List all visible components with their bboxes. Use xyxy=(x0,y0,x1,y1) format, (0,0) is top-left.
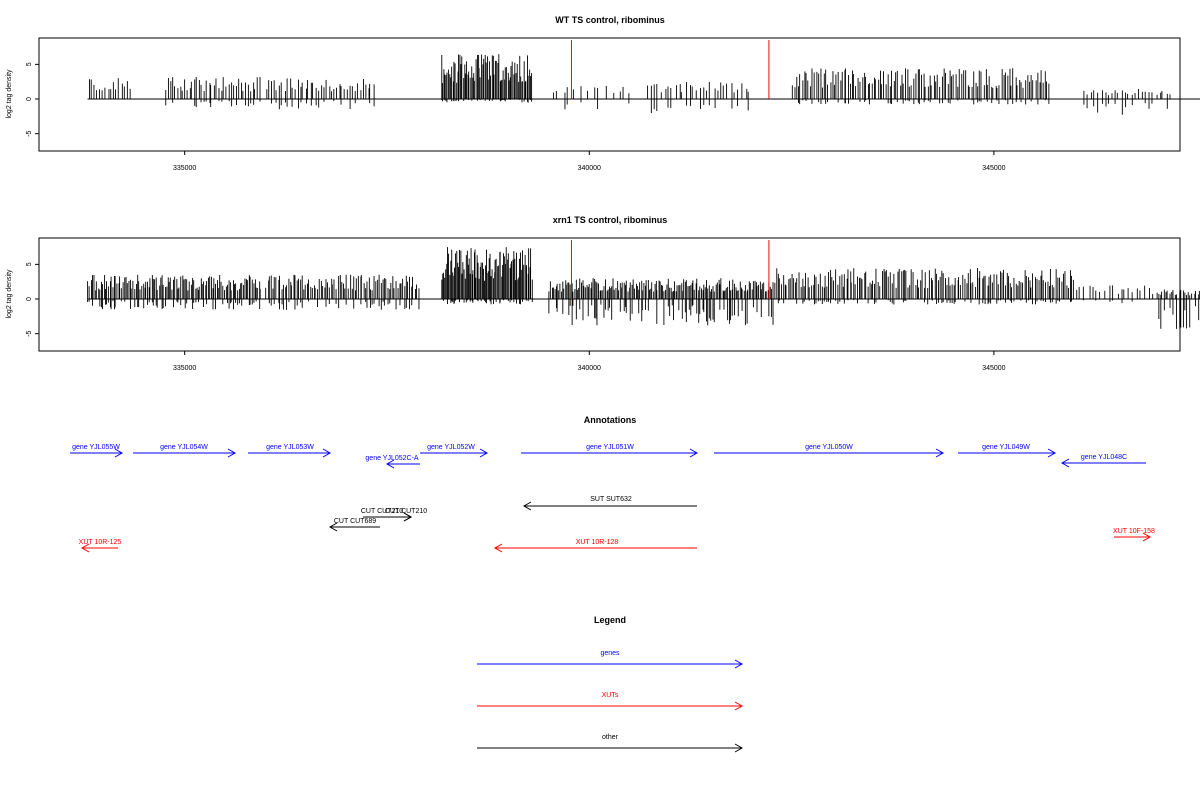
y-axis-label: log2 tag density xyxy=(6,269,13,319)
gene-annotation: gene YJL054W xyxy=(133,444,237,458)
arrow-head xyxy=(114,448,124,458)
arrow-label: XUT 10F-158 xyxy=(1113,528,1155,535)
arrow-label: gene YJL049W xyxy=(982,444,1030,451)
arrow-label: genes xyxy=(600,650,620,657)
arrow-label: other xyxy=(602,734,619,741)
arrow-label: CUT CUT689 xyxy=(334,518,376,525)
gene-annotation: gene YJL052W xyxy=(420,444,489,458)
arrow-label: SUT SUT632 xyxy=(590,496,632,503)
arrow-head xyxy=(403,512,413,522)
legend-title: Legend xyxy=(594,615,626,625)
arrow-head xyxy=(734,743,744,753)
x-tick-label: 335000 xyxy=(173,365,196,372)
arrow-head xyxy=(479,448,489,458)
arrow-label: CUT CUT210 xyxy=(385,508,427,515)
annotations-panel: Annotations gene YJL055W gene YJL054W gene… xyxy=(70,415,1155,553)
gene-annotation: gene YJL048C xyxy=(1060,454,1146,468)
arrow-label: gene YJL054W xyxy=(160,444,208,451)
gene-annotation: gene YJL055W xyxy=(70,444,124,458)
xut-annotation: XUT 10F-158 xyxy=(1113,528,1155,542)
axes: 335000 340000 345000 -5 0 5 xyxy=(26,62,1006,172)
arrow-label: gene YJL055W xyxy=(72,444,120,451)
arrow-head xyxy=(227,448,237,458)
panel-title: xrn1 TS control, ribominus xyxy=(553,215,668,225)
arrow-label: gene YJL052C-A xyxy=(365,455,419,462)
track-bars xyxy=(87,240,1200,329)
legend-item: other xyxy=(477,734,744,753)
arrow-label: XUTs xyxy=(602,692,619,699)
arrow-head xyxy=(689,448,699,458)
arrow-head xyxy=(734,701,744,711)
x-tick-label: 340000 xyxy=(578,165,601,172)
arrow-head xyxy=(935,448,945,458)
gene-annotation: gene YJL053W xyxy=(248,444,332,458)
panel-title: WT TS control, ribominus xyxy=(555,15,665,25)
other-annotation: CUT CUT210 xyxy=(385,508,427,522)
panel-xrn1: xrn1 TS control, ribominus log2 tag dens… xyxy=(6,215,1200,372)
axes: 335000 340000 345000 -5 0 5 xyxy=(26,262,1006,372)
arrow-head xyxy=(1060,458,1070,468)
arrow-head xyxy=(1047,448,1057,458)
legend-item: genes xyxy=(477,650,744,669)
plot-frame xyxy=(38,37,1181,152)
xut-annotation: XUT 10R-128 xyxy=(493,539,697,553)
arrow-label: gene YJL050W xyxy=(805,444,853,451)
arrow-head xyxy=(1142,532,1152,542)
gene-annotation: gene YJL052C-A xyxy=(365,455,420,469)
x-tick-label: 345000 xyxy=(982,165,1005,172)
arrow-head xyxy=(522,501,532,511)
gene-annotation: gene YJL051W xyxy=(521,444,699,458)
arrow-label: gene YJL052W xyxy=(427,444,475,451)
arrow-head xyxy=(328,522,338,532)
track-bars xyxy=(87,40,1200,115)
y-tick-label: 5 xyxy=(26,262,33,266)
x-tick-label: 340000 xyxy=(578,365,601,372)
arrow-label: CUT CUT210 xyxy=(361,508,403,515)
gene-annotation: gene YJL050W xyxy=(714,444,945,458)
arrow-label: gene YJL048C xyxy=(1081,454,1127,461)
legend: Legend genes XUTs other xyxy=(477,615,744,753)
other-annotation: SUT SUT632 xyxy=(522,496,697,511)
y-axis-label: log2 tag density xyxy=(6,69,13,119)
arrow-head xyxy=(322,448,332,458)
y-tick-label: 5 xyxy=(26,62,33,66)
x-tick-label: 345000 xyxy=(982,365,1005,372)
annotations-title: Annotations xyxy=(584,415,637,425)
arrow-label: XUT 10R-128 xyxy=(576,539,619,546)
arrow-label: gene YJL053W xyxy=(266,444,314,451)
arrow-head xyxy=(734,659,744,669)
y-tick-label: 0 xyxy=(26,297,33,301)
panel-wt: WT TS control, ribominus log2 tag densit… xyxy=(6,15,1200,172)
y-tick-label: 0 xyxy=(26,97,33,101)
arrow-label: gene YJL051W xyxy=(586,444,634,451)
arrow-head xyxy=(80,543,90,553)
y-tick-label: -5 xyxy=(26,330,33,336)
arrow-label: XUT 10R-125 xyxy=(79,539,122,546)
other-annotation: CUT CUT689 xyxy=(328,518,380,532)
arrow-head xyxy=(385,459,395,469)
x-tick-label: 335000 xyxy=(173,165,196,172)
arrow-head xyxy=(493,543,503,553)
gene-annotation: gene YJL049W xyxy=(958,444,1057,458)
xut-annotation: XUT 10R-125 xyxy=(79,539,122,553)
y-tick-label: -5 xyxy=(26,130,33,136)
legend-item: XUTs xyxy=(477,692,744,711)
